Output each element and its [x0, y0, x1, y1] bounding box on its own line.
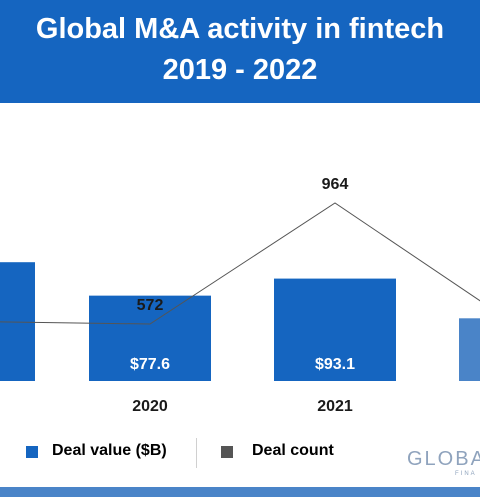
- legend-label-deal-count: Deal count: [252, 442, 334, 459]
- footer-bar: [0, 487, 480, 497]
- chart-title-banner: Global M&A activity in fintech 2019 - 20…: [0, 0, 480, 103]
- bar-value-label-2020: $77.6: [130, 356, 170, 373]
- legend-label-deal-value: Deal value ($B): [52, 442, 167, 459]
- bar-value-label-2021: $93.1: [315, 356, 355, 373]
- line-value-label-2020: 572: [137, 297, 164, 314]
- x-tick-label-2021: 2021: [317, 398, 353, 415]
- deal-count-line: [0, 202, 480, 325]
- bar-2022: [459, 318, 480, 381]
- combo-chart: $77.6 $93.1 572 964 2020 2021: [0, 176, 480, 415]
- legend-swatch-deal-count: [221, 446, 233, 458]
- brand-logo-subtext: FINA: [455, 471, 477, 477]
- x-tick-label-2020: 2020: [132, 398, 168, 415]
- bar-2020: [89, 295, 211, 381]
- chart-subtitle: 2019 - 2022: [162, 54, 318, 86]
- legend-divider: [196, 438, 197, 468]
- chart-legend: Deal value ($B) Deal count: [0, 432, 480, 472]
- legend-swatch-deal-value: [26, 446, 38, 458]
- line-value-label-2021: 964: [322, 176, 349, 193]
- bar-2021: [274, 278, 396, 381]
- brand-logo-text: GLOBA: [407, 448, 480, 470]
- chart-title: Global M&A activity in fintech: [35, 13, 445, 45]
